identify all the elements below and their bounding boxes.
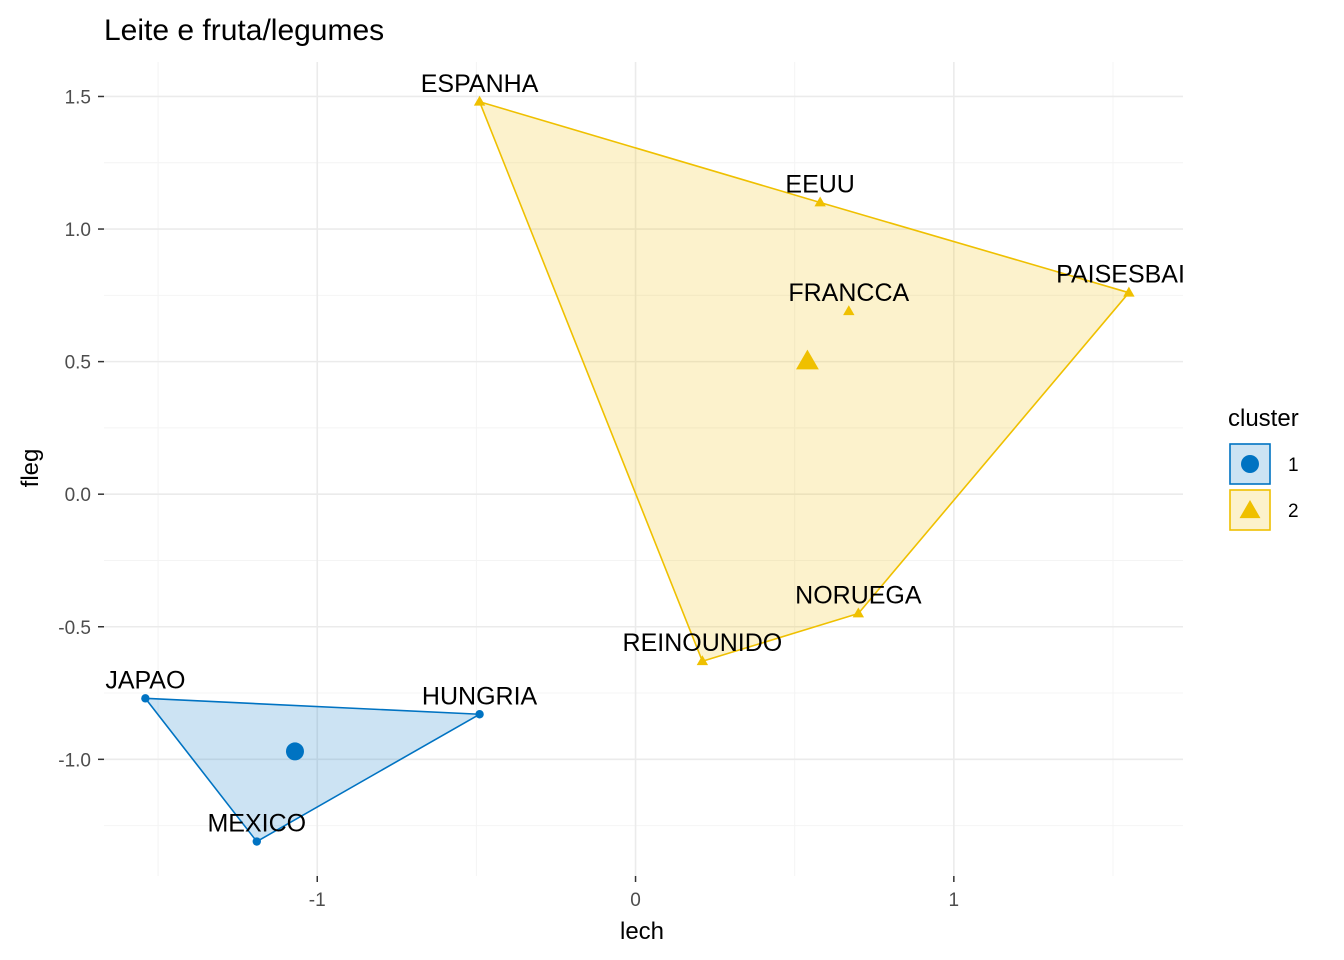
cluster-2-hull <box>478 100 1130 663</box>
x-axis-ticks: -1 0 1 <box>309 876 959 911</box>
y-tick-label: 1.0 <box>65 220 91 241</box>
data-point <box>1123 286 1135 297</box>
legend-title: cluster <box>1228 405 1299 432</box>
y-tick-label: 1.5 <box>65 87 91 108</box>
legend-label: 2 <box>1288 501 1299 522</box>
data-point <box>852 607 865 618</box>
point-label: MEXICO <box>207 810 306 838</box>
point-label: HUNGRIA <box>422 682 538 710</box>
y-tick-label: 0.0 <box>65 485 91 506</box>
x-tick-label: -1 <box>309 890 326 911</box>
data-point <box>696 655 709 666</box>
data-point <box>843 305 855 316</box>
plot-grid <box>104 62 1183 876</box>
y-tick-label: 0.5 <box>65 353 91 374</box>
x-tick-label: 1 <box>949 890 960 911</box>
legend-label: 1 <box>1288 455 1299 476</box>
data-point <box>814 196 826 207</box>
cluster-2-center <box>796 349 819 370</box>
legend-symbol-triangle <box>1239 500 1261 519</box>
x-tick-label: 0 <box>630 890 641 911</box>
x-axis-title: lech <box>620 918 664 945</box>
data-point <box>475 710 484 719</box>
legend: cluster 1 2 <box>1228 405 1299 531</box>
point-label: REINOUNIDO <box>623 629 783 657</box>
data-point <box>473 95 486 106</box>
y-axis-title: fleg <box>17 449 44 488</box>
chart-title: Leite e fruta/legumes <box>104 14 384 47</box>
point-label: PAISESBAIX <box>1056 261 1202 289</box>
y-tick-label: -1.0 <box>58 750 91 771</box>
y-axis-ticks: -1.0 -0.5 0.0 0.5 1.0 1.5 <box>58 87 104 771</box>
point-label: ESPANHA <box>421 70 539 98</box>
data-points <box>141 95 1135 846</box>
data-point <box>141 694 150 703</box>
point-label: FRANCCA <box>788 279 909 307</box>
point-label: EEUU <box>785 171 854 199</box>
legend-symbol-circle <box>1241 455 1259 473</box>
cluster-1-hull <box>144 697 481 843</box>
cluster-hulls <box>144 100 1130 843</box>
y-tick-label: -0.5 <box>58 618 91 639</box>
data-point <box>252 837 261 846</box>
cluster-1-center <box>285 742 304 761</box>
point-labels: JAPAO HUNGRIA MEXICO ESPANHA EEUU PAISESBAIX F… <box>105 70 1202 838</box>
point-label: JAPAO <box>105 666 185 694</box>
cluster-centers <box>285 349 819 761</box>
point-label: NORUEGA <box>795 582 922 610</box>
